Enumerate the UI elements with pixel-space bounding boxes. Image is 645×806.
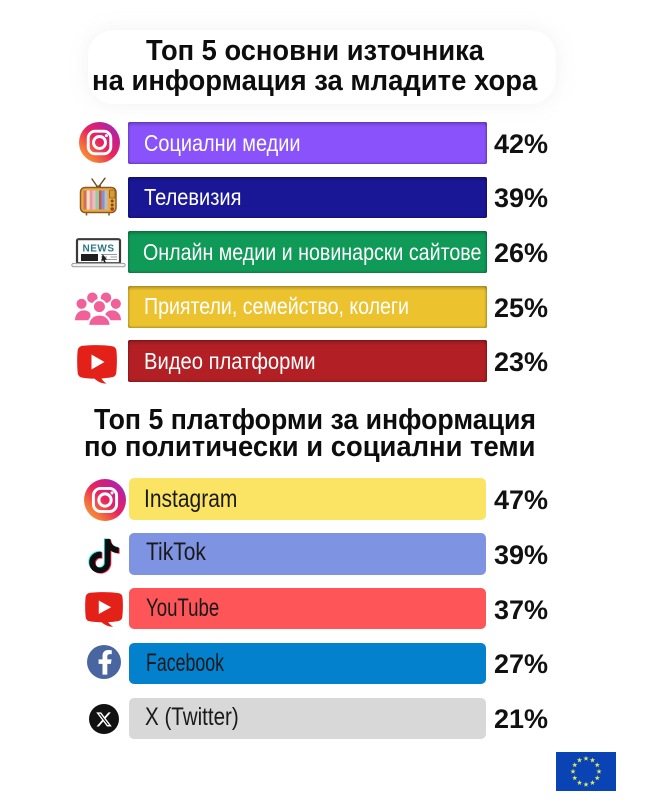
- svg-text:NEWS: NEWS: [83, 244, 115, 255]
